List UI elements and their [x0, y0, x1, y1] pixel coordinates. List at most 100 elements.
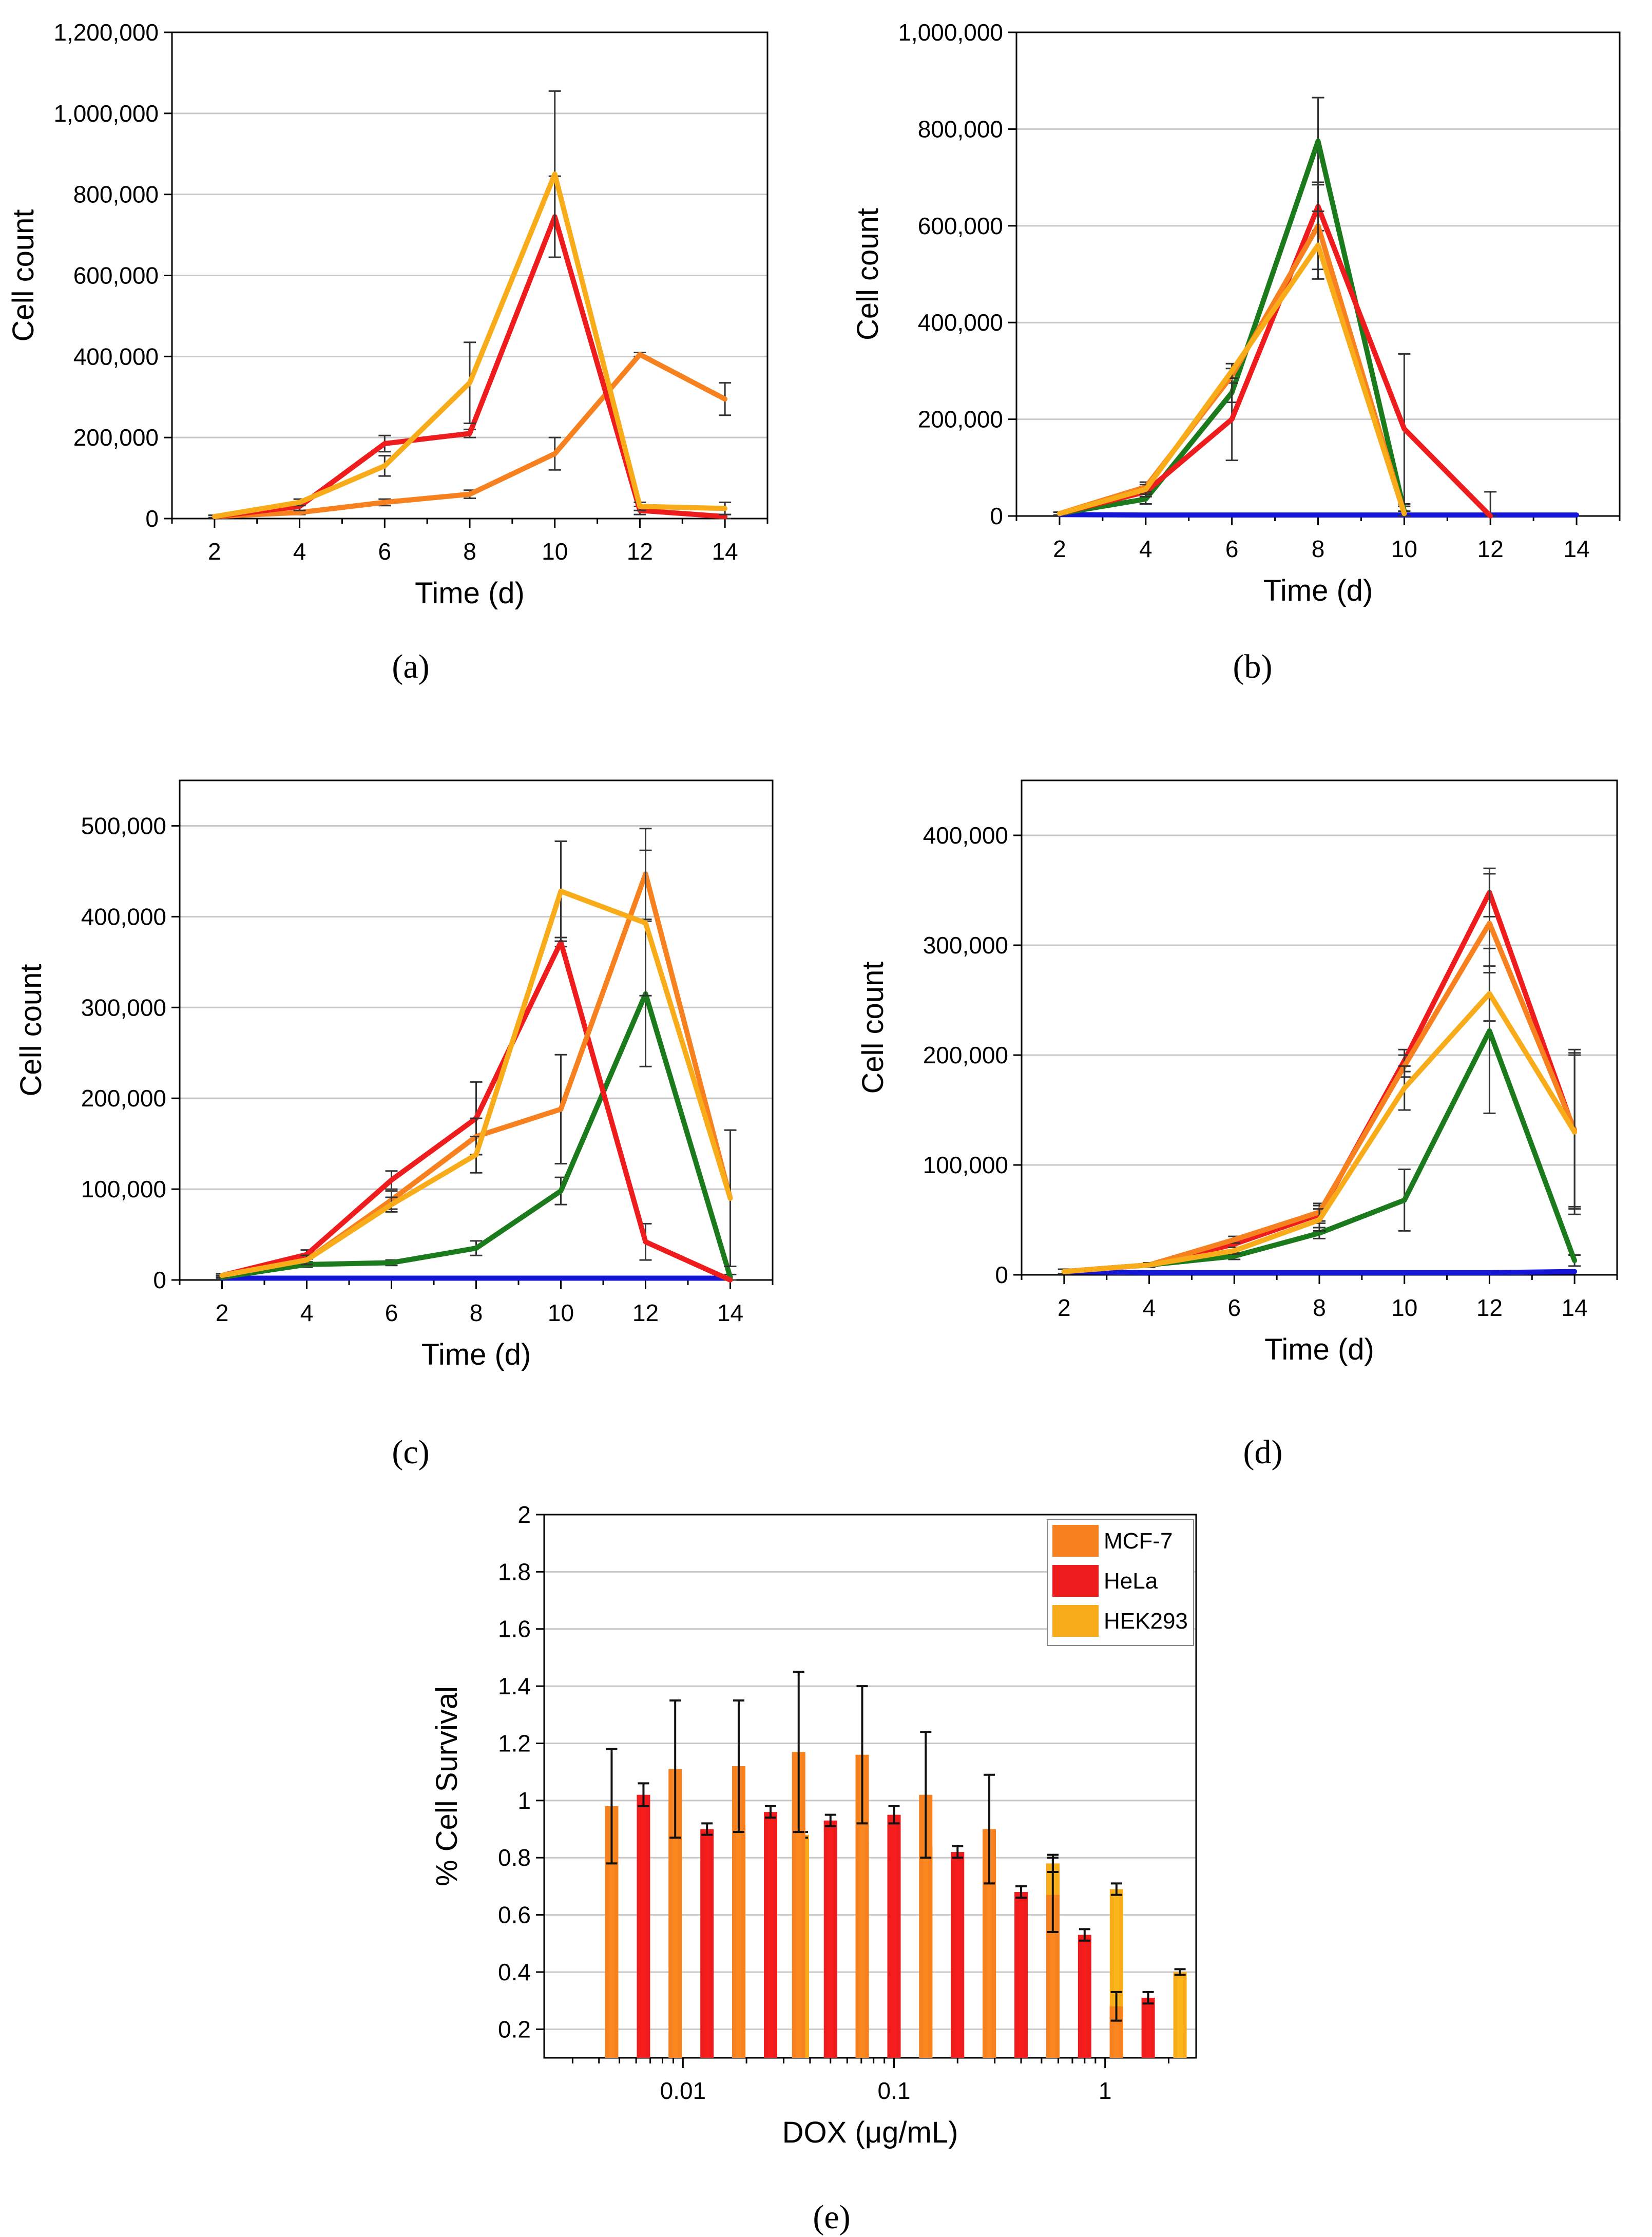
bar-highlight-HeLa-0 — [641, 1794, 646, 2058]
bar-highlight-HeLa-7 — [1082, 1935, 1088, 2058]
bar-highlight-HeLa-5 — [955, 1852, 961, 2058]
y-tick-label-b-3: 600,000 — [918, 213, 1003, 239]
series-line-d-blue — [1061, 1269, 1578, 1275]
y-tick-label-e-0: 0.2 — [498, 2016, 531, 2042]
y-tick-label-c-0: 0 — [153, 1267, 166, 1293]
y-axis-label-b: Cell count — [851, 208, 885, 340]
bar-highlight-HeLa-8 — [1145, 1998, 1151, 2058]
bar-highlight-MCF-7-8 — [1113, 2006, 1119, 2058]
y-tick-label-e-1: 0.4 — [498, 1959, 531, 1985]
plot-frame-c — [179, 779, 774, 1281]
bar-highlight-MCF-7-3 — [796, 1752, 801, 2058]
x-axis-label-e: DOX (μg/mL) — [782, 2116, 958, 2149]
panel-label-b: (b) — [1233, 648, 1273, 685]
bar-highlight-HEK293-8 — [1177, 1972, 1183, 2058]
y-tick-label-d-3: 300,000 — [923, 932, 1008, 959]
x-tick-label-c-3: 8 — [470, 1299, 483, 1326]
bar-highlight-MCF-7-0 — [609, 1806, 614, 2058]
x-tick-label-c-0: 2 — [216, 1299, 229, 1326]
series-line-a-yellow — [212, 171, 728, 520]
legend-label-MCF-7: MCF-7 — [1104, 1528, 1173, 1554]
x-tick-label-b-0: 2 — [1053, 536, 1066, 562]
bar-highlight-MCF-7-2 — [736, 1766, 742, 2058]
bar-highlight-MCF-7-6 — [986, 1829, 992, 2058]
bar-highlight-HeLa-1 — [704, 1829, 710, 2058]
x-tick-label-e-2: 1 — [1099, 2077, 1112, 2104]
y-tick-label-a-6: 1,200,000 — [53, 19, 159, 46]
y-tick-label-c-5: 500,000 — [81, 812, 166, 839]
bar-highlight-MCF-7-5 — [923, 1794, 929, 2058]
y-tick-label-c-4: 400,000 — [81, 903, 166, 930]
y-tick-label-e-7: 1.6 — [498, 1616, 531, 1642]
y-tick-label-d-0: 0 — [995, 1261, 1008, 1288]
bar-highlight-HEK293-7 — [1113, 1889, 1120, 2058]
legend-label-HeLa: HeLa — [1104, 1569, 1158, 1594]
x-tick-label-c-2: 6 — [385, 1299, 398, 1326]
y-tick-label-e-6: 1.4 — [498, 1673, 531, 1699]
y-tick-label-b-4: 800,000 — [918, 116, 1003, 142]
y-tick-label-c-1: 100,000 — [81, 1176, 166, 1202]
x-tick-label-d-5: 12 — [1476, 1294, 1503, 1321]
x-tick-label-b-6: 14 — [1563, 536, 1589, 562]
x-tick-label-a-1: 4 — [293, 538, 306, 565]
series-line-a-orange — [212, 352, 728, 520]
x-axis-label-b: Time (d) — [1263, 574, 1373, 607]
legend-swatch-HEK293 — [1052, 1605, 1099, 1637]
panel-label-e: (e) — [813, 2198, 850, 2236]
y-tick-label-e-8: 1.8 — [498, 1558, 531, 1585]
x-tick-label-b-5: 12 — [1477, 536, 1504, 562]
bar-highlight-MCF-7-1 — [673, 1769, 678, 2058]
plot-frame-d — [1021, 779, 1618, 1276]
y-tick-label-a-0: 0 — [145, 505, 159, 532]
x-tick-label-b-3: 8 — [1312, 536, 1325, 562]
series-line-b-red — [1056, 204, 1493, 519]
x-tick-label-d-1: 4 — [1143, 1294, 1156, 1321]
x-tick-label-a-3: 8 — [463, 538, 476, 565]
x-tick-label-a-2: 6 — [378, 538, 391, 565]
y-tick-label-c-3: 300,000 — [81, 994, 166, 1021]
legend-swatch-HeLa — [1052, 1565, 1099, 1597]
y-tick-label-e-5: 1.2 — [498, 1730, 531, 1756]
legend-swatch-MCF-7 — [1052, 1525, 1099, 1557]
x-tick-label-c-1: 4 — [300, 1299, 314, 1326]
y-tick-label-b-2: 400,000 — [918, 309, 1003, 336]
y-tick-label-d-1: 100,000 — [923, 1152, 1008, 1178]
y-tick-label-e-3: 0.8 — [498, 1844, 531, 1871]
series-line-c-orange — [219, 871, 733, 1278]
series-line-d-green — [1061, 1028, 1578, 1274]
legend-label-HEK293: HEK293 — [1104, 1609, 1188, 1634]
x-tick-label-a-5: 12 — [627, 538, 653, 565]
y-tick-label-a-5: 1,000,000 — [53, 100, 159, 127]
y-tick-label-d-2: 200,000 — [923, 1042, 1008, 1068]
bar-highlight-HeLa-4 — [891, 1814, 897, 2058]
bar-highlight-MCF-7-4 — [859, 1754, 865, 2058]
y-tick-label-b-0: 0 — [990, 503, 1003, 529]
series-line-b-blue — [1056, 512, 1580, 518]
y-tick-label-b-5: 1,000,000 — [898, 19, 1003, 46]
x-tick-label-d-6: 14 — [1562, 1294, 1588, 1321]
y-tick-label-b-1: 200,000 — [918, 406, 1003, 433]
x-tick-label-a-6: 14 — [712, 538, 738, 565]
x-tick-label-a-4: 10 — [542, 538, 568, 565]
y-tick-label-e-2: 0.6 — [498, 1902, 531, 1928]
x-axis-label-a: Time (d) — [415, 577, 525, 610]
x-tick-label-e-0: 0.01 — [660, 2077, 706, 2104]
series-line-c-yellow — [219, 888, 733, 1278]
y-axis-label-c: Cell count — [14, 964, 48, 1097]
y-tick-label-d-4: 400,000 — [923, 822, 1008, 849]
y-axis-label-a: Cell count — [7, 209, 40, 342]
x-tick-label-b-4: 10 — [1391, 536, 1417, 562]
y-tick-label-e-4: 1 — [517, 1787, 531, 1814]
bar-highlight-HeLa-3 — [828, 1820, 833, 2058]
y-tick-label-e-9: 2 — [517, 1501, 531, 1528]
x-tick-label-d-4: 10 — [1391, 1294, 1417, 1321]
x-tick-label-d-0: 2 — [1058, 1294, 1071, 1321]
x-axis-label-c: Time (d) — [421, 1338, 531, 1371]
bar-highlight-MCF-7-7 — [1050, 1895, 1056, 2058]
x-tick-label-c-4: 10 — [548, 1299, 574, 1326]
x-tick-label-c-5: 12 — [632, 1299, 659, 1326]
x-axis-label-d: Time (d) — [1264, 1333, 1374, 1366]
y-tick-label-c-2: 200,000 — [81, 1085, 166, 1112]
y-tick-label-a-1: 200,000 — [73, 424, 159, 451]
